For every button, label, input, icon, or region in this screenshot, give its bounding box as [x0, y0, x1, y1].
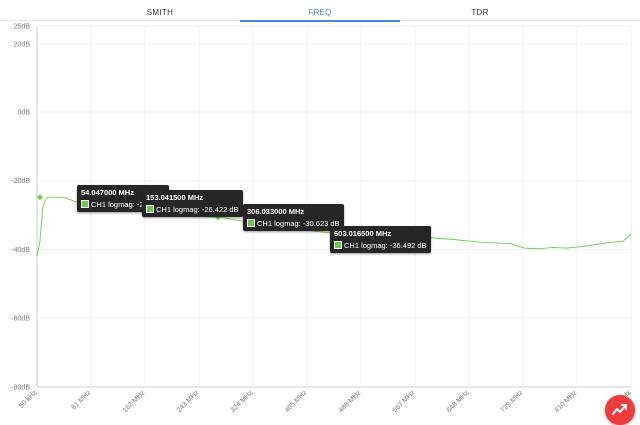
marker-point[interactable]: [36, 194, 43, 201]
trend-chart-icon: [612, 404, 627, 415]
marker-value: CH1 logmag: -30.623 dB: [247, 219, 340, 228]
x-tick-label: 243 MHz: [176, 389, 201, 414]
marker-value-text: CH1 logmag: -24.8 dB: [91, 200, 166, 209]
tab-tdr[interactable]: TDR: [471, 8, 489, 17]
x-tick-label: 324 MHz: [230, 389, 255, 414]
x-tick-label: 810 MHz: [554, 389, 579, 414]
x-tick-label: 486 MHz: [338, 389, 363, 414]
marker-value-text: CH1 logmag: -30.623 dB: [257, 219, 340, 228]
x-tick-label: 50 kHz: [18, 389, 39, 410]
marker-value: CH1 logmag: -36.492 dB: [334, 241, 427, 250]
x-tick-label: 729 MHz: [500, 389, 525, 414]
x-tick-label: 81 MHz: [70, 389, 92, 411]
x-axis: 50 kHz 81 MHz 162 MHz 243 MHz 324 MHz 405 MHz…: [18, 386, 633, 414]
x-tick-label: 162 MHz: [122, 389, 147, 414]
marker-tooltip: 153.041500 MHz CH1 logmag: -26.422 dB: [142, 190, 243, 217]
marker-value-text: CH1 logmag: -26.422 dB: [156, 205, 239, 214]
y-tick-label: -80dB: [11, 385, 30, 392]
x-tick-label: 567 MHz: [392, 389, 417, 414]
x-tick-label: 405 MHz: [284, 389, 309, 414]
marker-frequency: 54.047000 MHz: [81, 188, 134, 197]
chart-action-button[interactable]: [605, 395, 635, 425]
y-tick-label: 20dB: [14, 42, 31, 49]
y-tick-label: 0dB: [18, 109, 31, 116]
marker-frequency: 603.016500 MHz: [334, 229, 392, 238]
tab-smith[interactable]: SMITH: [146, 8, 174, 17]
y-tick-label: -20dB: [11, 178, 30, 185]
marker-value: CH1 logmag: -24.8 dB: [81, 200, 165, 209]
marker-value-text: CH1 logmag: -36.492 dB: [344, 241, 427, 250]
y-tick-label: -40dB: [11, 247, 30, 254]
y-tick-label: -60dB: [11, 316, 30, 323]
y-axis: 25dB 20dB 0dB -20dB -40dB -60dB -80dB: [11, 24, 38, 392]
marker-frequency: 153.041500 MHz: [146, 193, 204, 202]
series-swatch: [146, 205, 154, 213]
marker-value: CH1 logmag: -26.422 dB: [146, 205, 239, 214]
tab-freq[interactable]: FREQ: [308, 8, 332, 17]
x-tick-label: 648 MHz: [446, 389, 471, 414]
marker-frequency: 306.033000 MHz: [247, 207, 305, 216]
y-tick-label: 25dB: [14, 24, 31, 31]
series-swatch: [247, 219, 255, 227]
series-swatch: [334, 241, 342, 249]
series-swatch: [81, 200, 89, 208]
marker-tooltip: 306.033000 MHz CH1 logmag: -30.623 dB: [243, 204, 344, 231]
tab-bar: SMITH FREQ TDR: [0, 0, 640, 24]
marker-tooltip: 603.016500 MHz CH1 logmag: -36.492 dB: [330, 226, 431, 253]
tab-active-indicator: [240, 20, 400, 22]
